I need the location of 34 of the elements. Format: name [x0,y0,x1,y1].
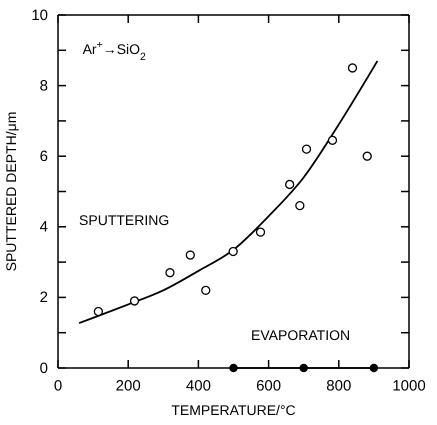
point [302,144,312,154]
point [201,286,210,295]
x-tick-label: 0 [54,378,62,395]
x-tick-label: 800 [326,378,352,395]
y-tick-label: 6 [40,148,48,165]
x-tick-label: 600 [256,378,282,395]
line-series [78,60,378,324]
x-tick-label: 400 [186,378,211,395]
point [256,227,266,237]
point [94,306,104,316]
point [130,296,140,306]
point [299,364,308,372]
x-tick-label: 1000 [392,378,426,395]
annotation: SPUTTERING [79,212,170,228]
point [328,136,338,145]
annotation: EVAPORATION [251,326,350,343]
y-tick-label: 0 [40,360,48,377]
y-tick-label: 4 [40,218,48,236]
x-axis-title: TEMPERATURE/°C [171,402,296,418]
point [285,180,294,190]
point [229,364,238,372]
x-tick-label: 200 [116,378,141,395]
point [370,364,378,372]
point [228,246,238,256]
point [362,152,372,161]
y-tick-label: 2 [40,289,48,306]
point [186,250,195,260]
y-tick-label: 10 [31,6,48,24]
point [165,268,175,278]
y-tick-label: 8 [40,77,48,94]
point [348,63,358,73]
y-axis-title: SPUTTERED DEPTH/μm [3,112,19,272]
point [295,200,304,210]
annotation: Ar$^{+}$→SiO$_{2}$ [82,38,146,63]
